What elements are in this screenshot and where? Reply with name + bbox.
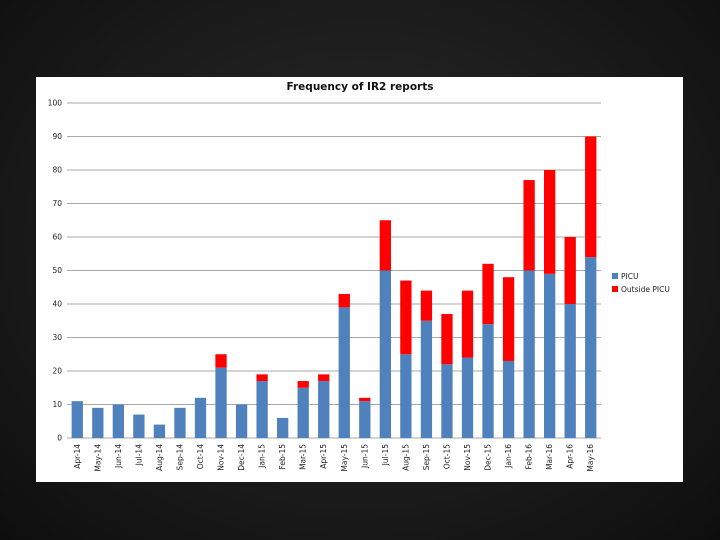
legend-swatch-outside-picu [612, 286, 618, 292]
x-tick-label: May-14 [93, 444, 102, 472]
y-tick-label: 20 [52, 367, 62, 376]
bar-picu [502, 360, 515, 438]
bar-picu [461, 357, 474, 438]
bar-outside-picu [502, 277, 515, 361]
x-tick-label: Aug-15 [401, 444, 410, 471]
bar-outside-picu [256, 374, 268, 382]
bar-outside-picu [523, 180, 535, 271]
x-tick-label: Sep-15 [422, 444, 431, 471]
x-tick-label: Nov-15 [463, 444, 472, 471]
bar-picu [71, 401, 83, 438]
y-tick-label: 40 [52, 300, 62, 309]
legend-swatch-picu [612, 273, 618, 279]
x-tick-label: Oct-15 [442, 444, 451, 469]
legend-label-picu: PICU [621, 272, 638, 281]
bar-picu [400, 354, 412, 438]
bar-picu [153, 424, 166, 438]
x-tick-label: May-16 [586, 444, 595, 472]
bar-outside-picu [544, 170, 556, 274]
y-tick-label: 10 [52, 400, 62, 409]
x-tick-label: Dec-15 [484, 444, 493, 471]
bar-picu [564, 304, 576, 438]
bar-outside-picu [338, 293, 350, 308]
bar-picu [420, 320, 433, 438]
bar-picu [441, 364, 453, 438]
bar-outside-picu [379, 220, 391, 271]
chart-card: Frequency of IR2 reports 0 10 20 30 40 50 60 70… [36, 77, 683, 482]
y-axis-ticks: 0 10 20 30 40 50 60 70 80 90 100 [48, 99, 63, 443]
x-tick-label: Apr-15 [319, 444, 328, 469]
x-tick-label: Nov-14 [217, 444, 226, 471]
bar-picu [133, 414, 145, 438]
bar-picu [215, 367, 227, 438]
bar-picu [235, 404, 248, 438]
bar-outside-picu [400, 280, 412, 355]
x-tick-label: Oct-14 [196, 444, 205, 469]
legend-label-outside-picu: Outside PICU [621, 285, 670, 294]
bar-picu [523, 270, 535, 438]
bar-outside-picu [461, 290, 474, 358]
x-tick-label: Sep-14 [175, 444, 184, 471]
x-tick-label: Jun-15 [360, 444, 369, 469]
bar-picu [318, 381, 330, 438]
y-tick-label: 0 [57, 434, 62, 443]
bar-outside-picu [482, 263, 494, 325]
chart-title: Frequency of IR2 reports [287, 81, 434, 93]
bar-picu [297, 387, 309, 438]
x-tick-label: Jan-16 [504, 444, 513, 469]
x-tick-label: Aug-14 [155, 444, 164, 471]
x-tick-label: Dec-14 [237, 444, 246, 471]
bar-picu [359, 401, 371, 438]
bar-picu [338, 307, 350, 438]
bar-outside-picu [215, 354, 227, 368]
bar-picu [92, 407, 104, 438]
bar-outside-picu [297, 381, 309, 388]
bar-picu [174, 407, 186, 438]
bar-outside-picu [585, 136, 597, 258]
bar-picu [379, 270, 391, 438]
y-tick-label: 30 [52, 333, 62, 342]
y-tick-label: 50 [52, 266, 62, 275]
x-tick-label: Apr-16 [566, 444, 575, 469]
bar-outside-picu [564, 237, 576, 304]
legend: PICU Outside PICU [612, 272, 670, 294]
y-tick-label: 80 [52, 166, 62, 175]
bar-picu [112, 404, 124, 438]
bar-outside-picu [441, 314, 453, 365]
x-axis-ticks: Apr-14 May-14 Jun-14 Jul-14 Aug-14 Sep-14 Oct-… [73, 444, 595, 472]
bar-picu [544, 273, 556, 438]
y-tick-label: 90 [52, 132, 62, 141]
x-tick-label: Jan-15 [258, 444, 267, 469]
x-tick-label: May-15 [340, 444, 349, 472]
y-tick-label: 70 [52, 199, 62, 208]
x-tick-label: Mar-16 [545, 444, 554, 470]
bar-picu [194, 397, 207, 438]
x-tick-label: Feb-16 [525, 444, 534, 470]
y-tick-label: 60 [52, 233, 62, 242]
bar-outside-picu [318, 374, 330, 382]
bar-outside-picu [420, 290, 433, 321]
x-tick-label: Jul-14 [134, 444, 143, 467]
x-tick-label: Feb-15 [278, 444, 287, 470]
bar-picu [256, 381, 268, 438]
bar-outside-picu [359, 397, 371, 402]
y-tick-label: 100 [48, 99, 63, 108]
x-tick-label: Apr-14 [73, 444, 82, 469]
x-tick-label: Jun-14 [114, 444, 123, 469]
x-tick-label: Mar-15 [299, 444, 308, 470]
x-tick-label: Jul-15 [381, 444, 390, 467]
bar-picu [482, 324, 494, 438]
bars [71, 136, 597, 438]
bar-picu [277, 417, 289, 438]
gridlines [67, 102, 601, 439]
bar-chart: Frequency of IR2 reports 0 10 20 30 40 50 60 70… [48, 81, 670, 472]
bar-picu [585, 257, 597, 438]
